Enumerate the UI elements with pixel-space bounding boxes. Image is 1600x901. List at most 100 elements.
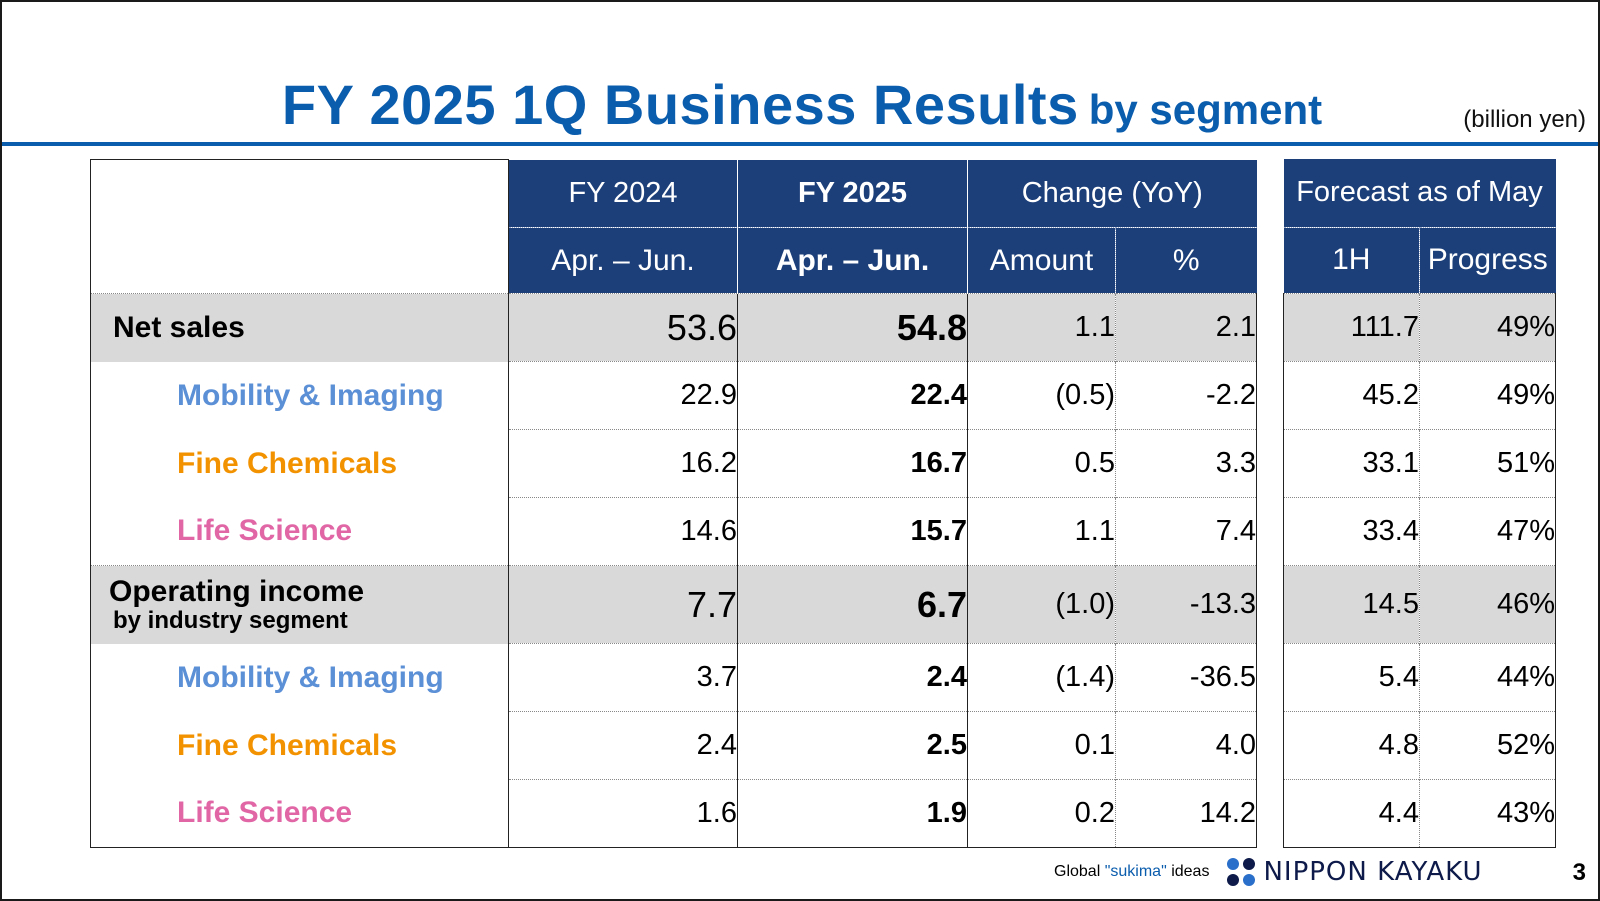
row-label-sub: by industry segment — [113, 606, 348, 634]
col-amount: Amount — [967, 227, 1116, 294]
col-change: Change (YoY) — [966, 159, 1257, 228]
unit-note: (billion yen) — [1463, 106, 1586, 133]
cell-amount: 0.2 — [967, 779, 1116, 848]
tagline-pre: Global — [1054, 863, 1105, 880]
cell-fy2024: 16.2 — [508, 429, 738, 498]
row-label: Mobility & Imaging — [90, 643, 509, 712]
tagline-post: ideas — [1166, 863, 1210, 880]
col-fy2025: FY 2025 — [737, 159, 968, 228]
cell-amount: 0.1 — [967, 711, 1116, 780]
table-row: 33.4 47% — [1283, 496, 1556, 565]
table-row: 4.4 43% — [1283, 778, 1556, 848]
col-period-2025: Apr. – Jun. — [737, 227, 968, 294]
table-row: Operating income by industry segment 7.7 6.… — [90, 565, 1258, 644]
row-label: Life Science — [90, 779, 509, 848]
table-row: 14.5 46% — [1283, 564, 1556, 643]
col-1h: 1H — [1283, 226, 1420, 293]
cell-progress: 51% — [1419, 428, 1556, 497]
col-pct: % — [1114, 227, 1257, 294]
table-row: Mobility & Imaging 22.9 22.4 (0.5) -2.2 — [90, 361, 1258, 430]
cell-pct: 7.4 — [1114, 497, 1258, 566]
row-label: Mobility & Imaging — [90, 361, 509, 430]
cell-progress: 46% — [1419, 564, 1556, 643]
row-label: Life Science — [90, 497, 509, 566]
cell-amount: (1.4) — [967, 643, 1116, 712]
header-blank-cell — [90, 159, 509, 294]
cell-1h: 45.2 — [1283, 360, 1420, 429]
cell-fy2025: 2.5 — [737, 711, 968, 780]
cell-fy2025: 16.7 — [737, 429, 968, 498]
nippon-kayaku-logo-icon — [1227, 858, 1256, 886]
row-label: Fine Chemicals — [90, 711, 509, 780]
page-number: 3 — [1572, 859, 1586, 886]
header-row-2: Apr. – Jun. Apr. – Jun. Amount % — [91, 227, 1257, 294]
footer: Global "sukima" ideas NIPPON KAYAKU — [1054, 855, 1483, 889]
table-row: Life Science 14.6 15.7 1.1 7.4 — [90, 497, 1258, 566]
cell-1h: 111.7 — [1283, 292, 1420, 361]
cell-amount: 0.5 — [967, 429, 1116, 498]
title-main: FY 2025 1Q Business Results — [281, 73, 1079, 136]
cell-1h: 4.8 — [1283, 710, 1420, 779]
cell-progress: 49% — [1419, 292, 1556, 361]
cell-pct: -36.5 — [1114, 643, 1258, 712]
cell-1h: 4.4 — [1283, 778, 1420, 848]
title-rule — [2, 142, 1598, 146]
tagline: Global "sukima" ideas — [1054, 863, 1209, 881]
cell-fy2025: 6.7 — [737, 565, 968, 644]
cell-fy2024: 2.4 — [508, 711, 738, 780]
header-row-1: FY 2024 FY 2025 Change (YoY) — [90, 159, 1257, 294]
table-row: 5.4 44% — [1283, 642, 1556, 711]
table-row: 33.1 51% — [1283, 428, 1556, 497]
col-fy2024: FY 2024 — [508, 159, 738, 228]
cell-amount: (0.5) — [967, 361, 1116, 430]
cell-fy2024: 1.6 — [508, 779, 738, 848]
forecast-header-row-2: 1H Progress — [1283, 226, 1556, 293]
title-sub: by segment — [1088, 86, 1323, 133]
forecast-header-row-1: Forecast as of May — [1283, 159, 1556, 227]
cell-1h: 14.5 — [1283, 564, 1420, 643]
cell-pct: 3.3 — [1114, 429, 1258, 498]
cell-amount: (1.0) — [967, 565, 1116, 644]
col-progress: Progress — [1419, 226, 1556, 293]
table-row: Fine Chemicals 2.4 2.5 0.1 4.0 — [90, 711, 1258, 780]
row-label-main: Operating income — [109, 575, 365, 609]
row-label: Net sales — [90, 293, 509, 362]
cell-fy2025: 15.7 — [737, 497, 968, 566]
company-name: NIPPON KAYAKU — [1263, 857, 1483, 887]
cell-fy2025: 1.9 — [737, 779, 968, 848]
cell-amount: 1.1 — [967, 293, 1116, 362]
table-row: Fine Chemicals 16.2 16.7 0.5 3.3 — [90, 429, 1258, 498]
cell-fy2024: 3.7 — [508, 643, 738, 712]
cell-fy2025: 54.8 — [737, 293, 968, 362]
results-table: FY 2024 FY 2025 Change (YoY) Apr. – Jun.… — [90, 159, 1258, 848]
cell-1h: 33.1 — [1283, 428, 1420, 497]
table-row: 4.8 52% — [1283, 710, 1556, 779]
cell-progress: 52% — [1419, 710, 1556, 779]
cell-fy2024: 53.6 — [508, 293, 738, 362]
cell-progress: 47% — [1419, 496, 1556, 565]
cell-pct: -13.3 — [1114, 565, 1258, 644]
cell-fy2024: 7.7 — [508, 565, 738, 644]
cell-progress: 43% — [1419, 778, 1556, 848]
row-label: Fine Chemicals — [90, 429, 509, 498]
cell-fy2025: 2.4 — [737, 643, 968, 712]
col-forecast: Forecast as of May — [1283, 159, 1556, 227]
row-label: Operating income by industry segment — [90, 565, 509, 644]
table-row: Mobility & Imaging 3.7 2.4 (1.4) -36.5 — [90, 643, 1258, 712]
page-title: FY 2025 1Q Business Results by segment — [2, 72, 1600, 137]
table-row: Life Science 1.6 1.9 0.2 14.2 — [90, 779, 1258, 848]
table-row: 111.7 49% — [1283, 292, 1556, 361]
cell-fy2024: 22.9 — [508, 361, 738, 430]
cell-pct: 2.1 — [1114, 293, 1258, 362]
cell-progress: 49% — [1419, 360, 1556, 429]
cell-pct: 4.0 — [1114, 711, 1258, 780]
tagline-quote: "sukima" — [1104, 863, 1167, 880]
cell-pct: -2.2 — [1114, 361, 1258, 430]
cell-1h: 33.4 — [1283, 496, 1420, 565]
cell-amount: 1.1 — [967, 497, 1116, 566]
forecast-table: Forecast as of May 1H Progress 111.7 49% 4… — [1283, 159, 1556, 848]
table-row: 45.2 49% — [1283, 360, 1556, 429]
cell-fy2024: 14.6 — [508, 497, 738, 566]
cell-1h: 5.4 — [1283, 642, 1420, 711]
